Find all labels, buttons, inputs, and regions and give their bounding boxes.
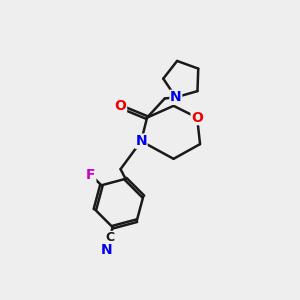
Text: N: N: [135, 134, 147, 148]
Text: F: F: [86, 168, 96, 182]
Text: N: N: [100, 244, 112, 257]
Text: N: N: [170, 90, 182, 104]
Text: C: C: [105, 232, 114, 244]
Text: O: O: [191, 111, 203, 124]
Text: O: O: [115, 99, 127, 113]
